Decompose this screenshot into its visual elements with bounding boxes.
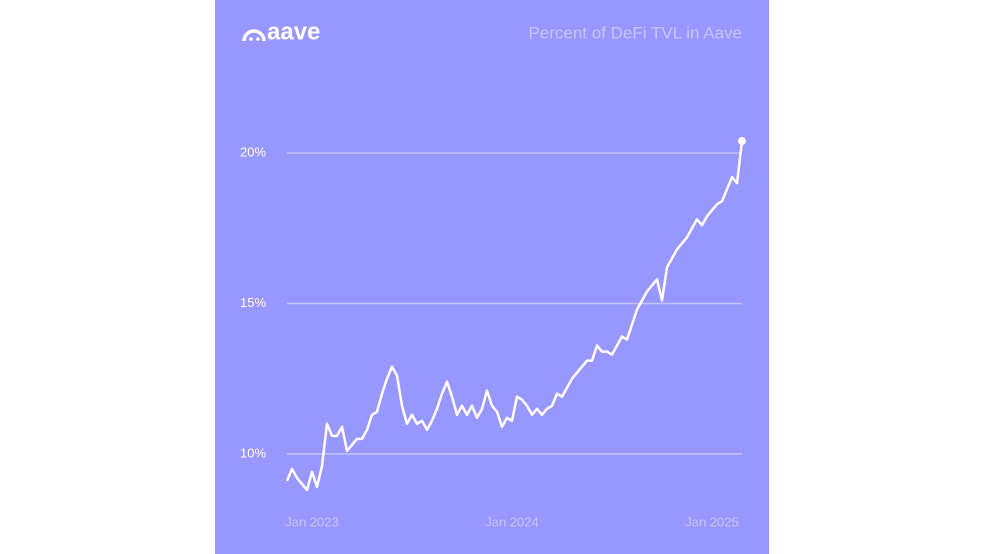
end-point [738,137,746,146]
panel [215,0,769,554]
x-tick-label: Jan 2023 [285,514,339,529]
y-tick-label: 15% [240,295,266,310]
y-tick-label: 20% [240,145,266,160]
logo-arc [242,29,266,42]
logo-eye [249,37,253,41]
y-tick-label: 10% [240,445,266,460]
logo-icon [242,29,266,42]
x-tick-label: Jan 2025 [685,514,739,529]
x-tick-label: Jan 2024 [485,514,539,529]
line [285,140,744,492]
logo-text: aave [267,18,320,45]
chart-title: Percent of DeFi TVL in Aave [528,23,742,42]
logo-eye [256,37,260,41]
